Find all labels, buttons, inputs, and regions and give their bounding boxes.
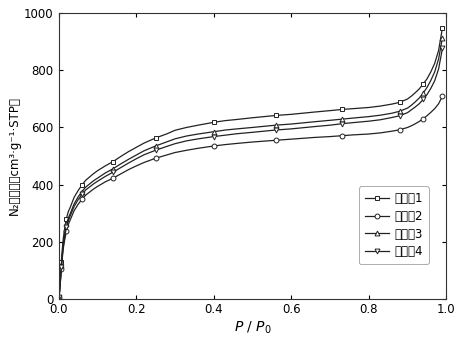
实施例1 — [261, 115, 266, 119]
实施例4 — [56, 295, 62, 300]
Line: 实施例3: 实施例3 — [56, 35, 444, 300]
Line: 实施例1: 实施例1 — [56, 25, 444, 300]
实施例3 — [288, 122, 294, 126]
实施例3 — [222, 128, 228, 132]
实施例1 — [222, 119, 228, 123]
实施例3 — [56, 295, 62, 300]
实施例3 — [439, 35, 444, 40]
实施例4 — [288, 127, 294, 131]
实施例3 — [365, 115, 371, 119]
实施例1 — [110, 160, 115, 164]
实施例2 — [261, 139, 266, 143]
实施例4 — [439, 46, 444, 50]
实施例3 — [56, 294, 62, 298]
X-axis label: $P$ / $P_0$: $P$ / $P_0$ — [233, 319, 271, 336]
实施例1 — [56, 294, 62, 298]
Legend: 实施例1, 实施例2, 实施例3, 实施例4: 实施例1, 实施例2, 实施例3, 实施例4 — [358, 186, 428, 264]
实施例2 — [56, 294, 62, 298]
Line: 实施例4: 实施例4 — [56, 46, 444, 300]
实施例1 — [56, 295, 62, 299]
实施例1 — [439, 25, 444, 30]
实施例4 — [56, 294, 62, 298]
Y-axis label: N₂吸附量（cm³·g⁻¹·STP）: N₂吸附量（cm³·g⁻¹·STP） — [8, 97, 21, 215]
实施例2 — [288, 137, 294, 141]
Line: 实施例2: 实施例2 — [56, 94, 444, 300]
实施例2 — [365, 132, 371, 136]
实施例2 — [110, 176, 115, 180]
实施例3 — [261, 124, 266, 128]
实施例4 — [261, 129, 266, 133]
实施例4 — [110, 170, 115, 174]
实施例1 — [288, 112, 294, 116]
实施例4 — [365, 119, 371, 123]
实施例2 — [439, 94, 444, 98]
实施例3 — [110, 167, 115, 171]
实施例2 — [56, 295, 62, 300]
实施例4 — [222, 133, 228, 137]
实施例1 — [365, 105, 371, 109]
实施例2 — [222, 142, 228, 147]
